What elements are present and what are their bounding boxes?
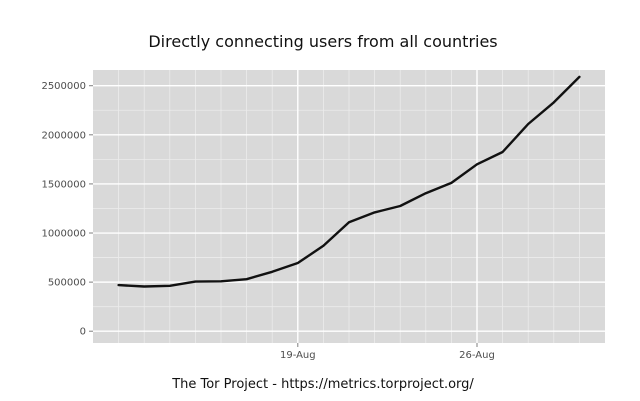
axis-ticks (89, 85, 478, 347)
y-tick-label: 2000000 (41, 130, 86, 141)
y-tick-label: 500000 (48, 278, 86, 289)
minor-grid-lines (93, 70, 605, 343)
y-tick-label: 1000000 (41, 229, 86, 240)
y-tick-label: 0 (80, 327, 86, 338)
x-tick-label: 19-Aug (280, 350, 316, 361)
y-tick-label: 2500000 (41, 81, 86, 92)
x-tick-label: 26-Aug (459, 350, 495, 361)
y-tick-labels: 0 500000 1000000 1500000 2000000 2500000 (41, 81, 86, 338)
x-tick-labels: 19-Aug 26-Aug (280, 350, 495, 361)
chart-caption: The Tor Project - https://metrics.torpro… (171, 377, 474, 392)
series-line (117, 75, 581, 288)
major-grid-lines (93, 70, 605, 343)
y-tick-label: 1500000 (41, 179, 86, 190)
chart-title: Directly connecting users from all count… (148, 32, 497, 51)
